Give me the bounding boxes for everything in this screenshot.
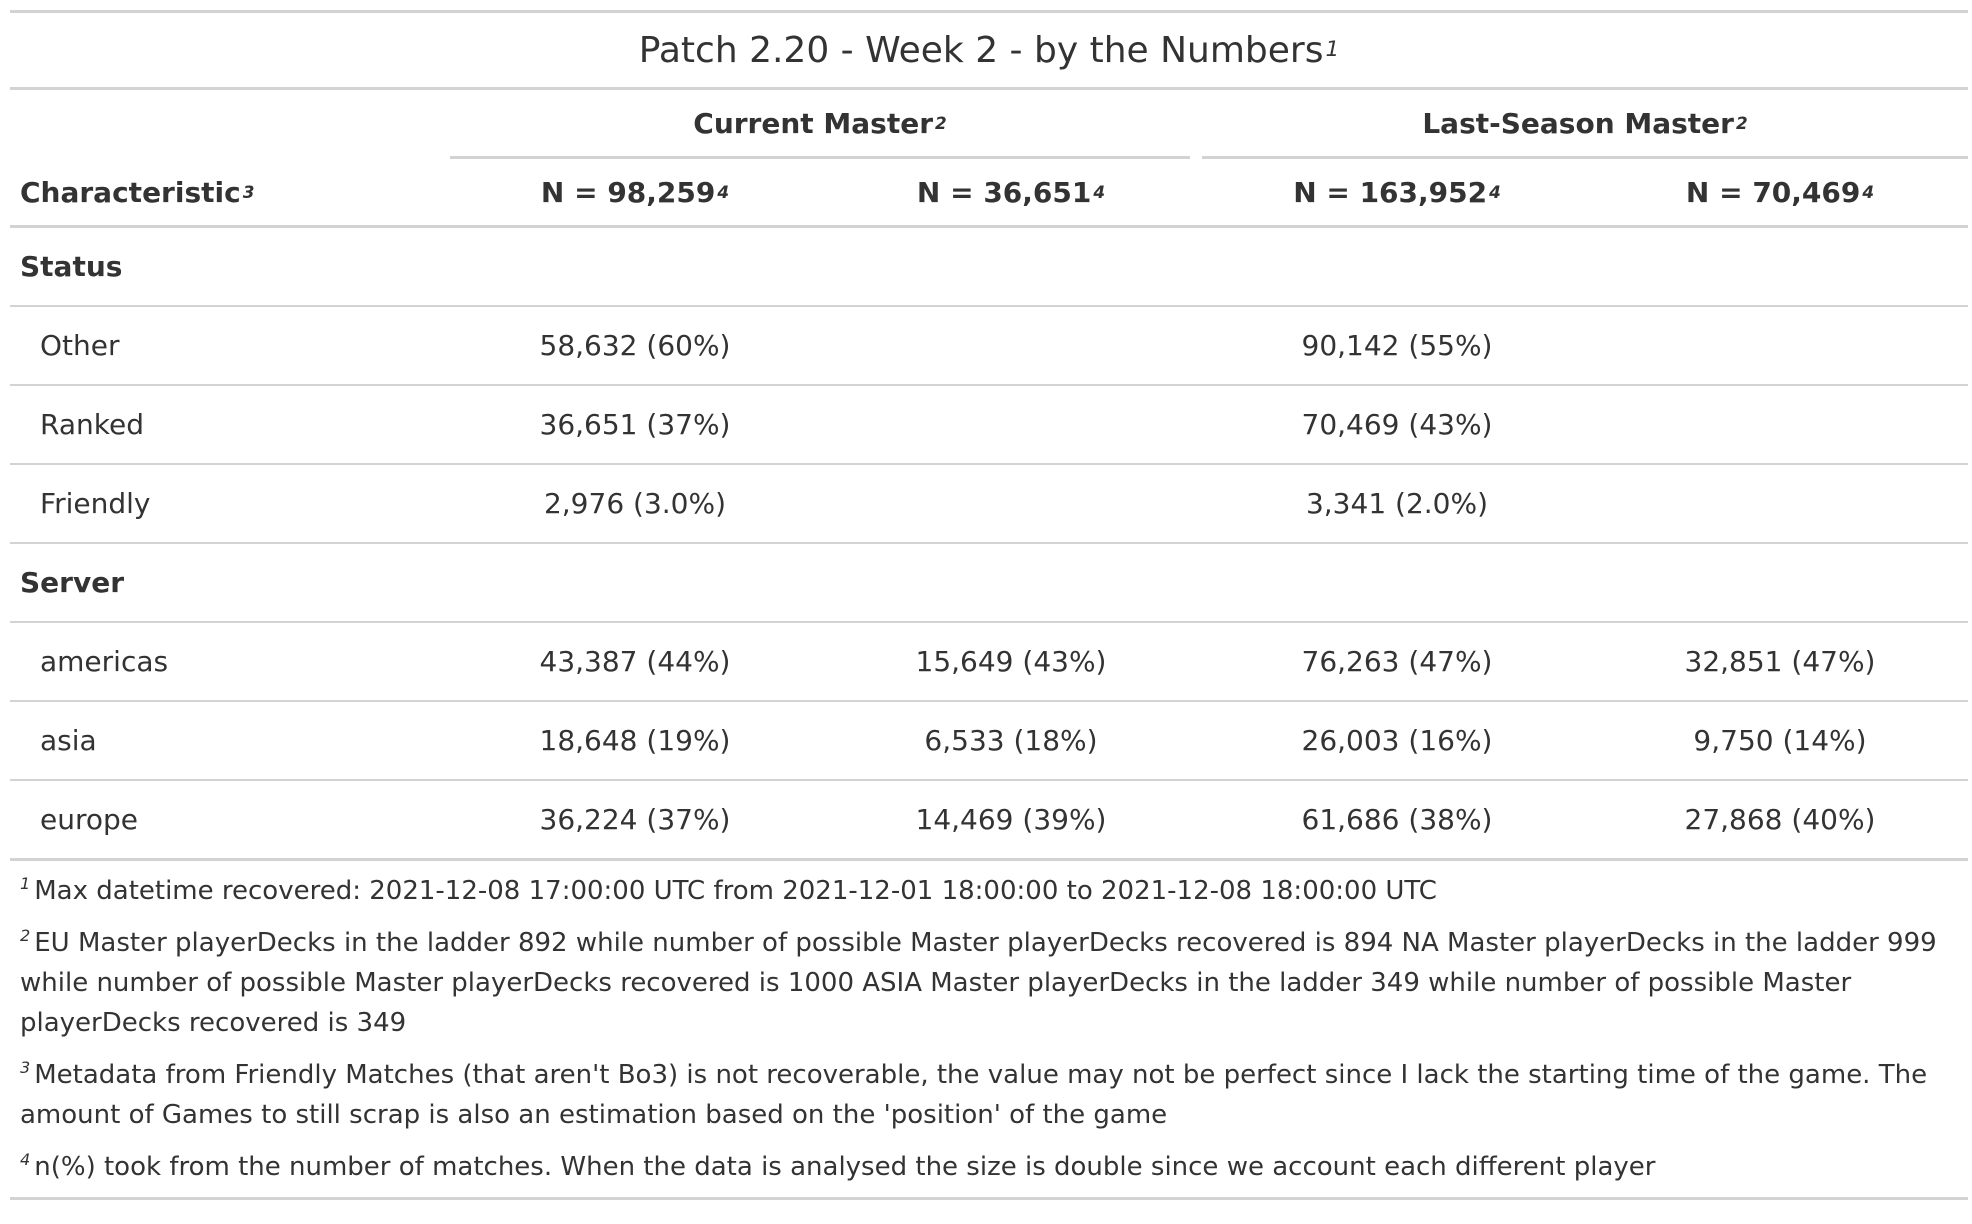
row-label: americas <box>40 645 169 678</box>
footnote-3: 3 Metadata from Friendly Matches (that ar… <box>20 1055 1958 1135</box>
table-cell <box>1592 307 1968 384</box>
group-label: Server <box>20 566 125 599</box>
table-cell: 9,750 (14%) <box>1693 724 1867 757</box>
group-row-server: Server <box>10 544 1968 623</box>
column-header-n1: N = 98,259 4 <box>540 175 730 209</box>
table-cell: 58,632 (60%) <box>539 329 731 362</box>
table-cell: 15,649 (43%) <box>915 645 1107 678</box>
table-title: Patch 2.20 - Week 2 - by the Numbers 1 <box>10 10 1968 90</box>
spanner-label: Last-Season Master <box>1422 106 1734 140</box>
table-cell: 36,224 (37%) <box>539 803 731 836</box>
table-cell: 36,651 (37%) <box>539 408 731 441</box>
column-header-row: Characteristic 3 N = 98,259 4 N = 36,651 4 … <box>10 159 1968 228</box>
column-header-n3: N = 163,952 4 <box>1293 175 1501 209</box>
column-header-n2: N = 36,651 4 <box>916 175 1106 209</box>
row-label: europe <box>40 803 138 836</box>
table-cell <box>820 386 1202 463</box>
spanner-last-season-master: Last-Season Master 2 <box>1202 90 1968 159</box>
column-header-n4: N = 70,469 4 <box>1685 175 1875 209</box>
footnote-text: Max datetime recovered: 2021-12-08 17:00… <box>34 876 1437 906</box>
table-row: europe 36,224 (37%) 14,469 (39%) 61,686 … <box>10 781 1968 861</box>
row-label: Other <box>40 329 120 362</box>
table-cell: 2,976 (3.0%) <box>543 487 727 520</box>
table-cell: 70,469 (43%) <box>1301 408 1493 441</box>
column-header-label: N = 163,952 <box>1293 175 1488 209</box>
table-cell: 6,533 (18%) <box>924 724 1098 757</box>
group-label: Status <box>20 250 123 283</box>
table-cell: 14,469 (39%) <box>915 803 1107 836</box>
table-cell: 61,686 (38%) <box>1301 803 1493 836</box>
footnote-text: EU Master playerDecks in the ladder 892 … <box>20 928 1937 1038</box>
group-row-status: Status <box>10 228 1968 307</box>
table-cell <box>820 465 1202 542</box>
footnote-text: Metadata from Friendly Matches (that are… <box>20 1060 1928 1130</box>
column-header-label: Characteristic <box>20 175 241 209</box>
footnote-4: 4 n(%) took from the number of matches. W… <box>20 1147 1958 1187</box>
footnote-1: 1 Max datetime recovered: 2021-12-08 17:0… <box>20 871 1958 911</box>
column-header-label: N = 70,469 <box>1685 175 1861 209</box>
table-row: Friendly 2,976 (3.0%) 3,341 (2.0%) <box>10 465 1968 544</box>
table-row: americas 43,387 (44%) 15,649 (43%) 76,26… <box>10 623 1968 702</box>
table-row: Ranked 36,651 (37%) 70,469 (43%) <box>10 386 1968 465</box>
column-spanners: Current Master 2 Last-Season Master 2 <box>10 90 1968 159</box>
table-cell: 3,341 (2.0%) <box>1305 487 1489 520</box>
spanner-current-master: Current Master 2 <box>450 90 1190 159</box>
footnote-mark: 1 <box>20 874 31 894</box>
footnote-2: 2 EU Master playerDecks in the ladder 892… <box>20 923 1958 1043</box>
column-header-label: N = 98,259 <box>540 175 716 209</box>
footnote-text: n(%) took from the number of matches. Wh… <box>34 1152 1656 1182</box>
row-label: Friendly <box>40 487 151 520</box>
table-cell: 76,263 (47%) <box>1301 645 1493 678</box>
row-label: asia <box>40 724 97 757</box>
table-cell: 43,387 (44%) <box>539 645 731 678</box>
spanner-label: Current Master <box>693 106 934 140</box>
footnote-mark: 3 <box>20 1058 31 1078</box>
table-cell <box>820 307 1202 384</box>
table-cell <box>1592 465 1968 542</box>
table-cell: 27,868 (40%) <box>1684 803 1876 836</box>
table-cell: 18,648 (19%) <box>539 724 731 757</box>
table-cell: 32,851 (47%) <box>1684 645 1876 678</box>
footnotes: 1 Max datetime recovered: 2021-12-08 17:0… <box>10 861 1968 1200</box>
table-cell <box>1592 386 1968 463</box>
table-cell: 90,142 (55%) <box>1301 329 1493 362</box>
table-row: Other 58,632 (60%) 90,142 (55%) <box>10 307 1968 386</box>
footnote-mark: 4 <box>20 1150 31 1170</box>
summary-table: Patch 2.20 - Week 2 - by the Numbers 1 Cu… <box>10 10 1968 1200</box>
footnote-mark: 2 <box>20 926 31 946</box>
column-header-characteristic: Characteristic 3 <box>20 175 255 209</box>
table-title-text: Patch 2.20 - Week 2 - by the Numbers <box>638 29 1324 71</box>
table-row: asia 18,648 (19%) 6,533 (18%) 26,003 (16… <box>10 702 1968 781</box>
row-label: Ranked <box>40 408 144 441</box>
column-header-label: N = 36,651 <box>916 175 1092 209</box>
table-cell: 26,003 (16%) <box>1301 724 1493 757</box>
